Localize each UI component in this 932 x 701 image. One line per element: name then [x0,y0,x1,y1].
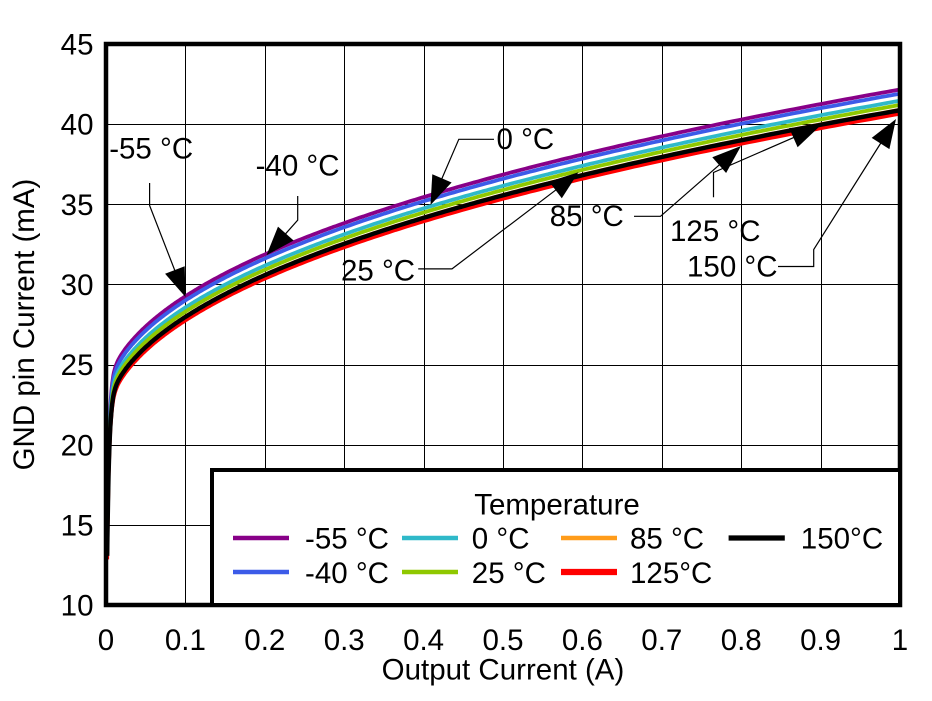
svg-text:0.4: 0.4 [403,624,444,657]
svg-text:Output Current (A): Output Current (A) [382,654,625,687]
svg-text:0.1: 0.1 [165,624,206,657]
svg-text:85 °C: 85 °C [630,523,704,556]
svg-text:-40 °C: -40 °C [305,557,389,590]
svg-text:Temperature: Temperature [474,489,640,522]
svg-text:150°C: 150°C [801,523,883,556]
svg-text:1: 1 [892,624,908,657]
svg-text:0.2: 0.2 [244,624,285,657]
svg-text:25 °C: 25 °C [341,255,415,288]
svg-text:35: 35 [61,189,94,222]
svg-text:0: 0 [98,624,114,657]
svg-text:125°C: 125°C [630,557,712,590]
svg-text:0.7: 0.7 [641,624,682,657]
svg-text:20: 20 [61,429,94,462]
svg-text:-55 °C: -55 °C [305,523,389,556]
svg-text:15: 15 [61,510,94,543]
svg-text:150 °C: 150 °C [687,251,778,284]
svg-text:0 °C: 0 °C [472,523,530,556]
svg-text:0.6: 0.6 [562,624,603,657]
svg-text:45: 45 [61,29,94,62]
svg-text:25 °C: 25 °C [472,557,546,590]
svg-text:GND pin Current (mA): GND pin Current (mA) [8,179,41,471]
svg-text:85 °C: 85 °C [550,200,624,233]
svg-text:30: 30 [61,269,94,302]
svg-text:-55 °C: -55 °C [109,133,193,166]
svg-text:0.8: 0.8 [721,624,762,657]
svg-text:10: 10 [61,590,94,623]
svg-text:-40 °C: -40 °C [256,149,340,182]
svg-text:0.3: 0.3 [324,624,365,657]
svg-text:0.9: 0.9 [800,624,841,657]
svg-text:0.5: 0.5 [482,624,523,657]
svg-text:125 °C: 125 °C [670,215,761,248]
svg-text:25: 25 [61,349,94,382]
svg-text:40: 40 [61,109,94,142]
svg-text:0 °C: 0 °C [497,123,555,156]
